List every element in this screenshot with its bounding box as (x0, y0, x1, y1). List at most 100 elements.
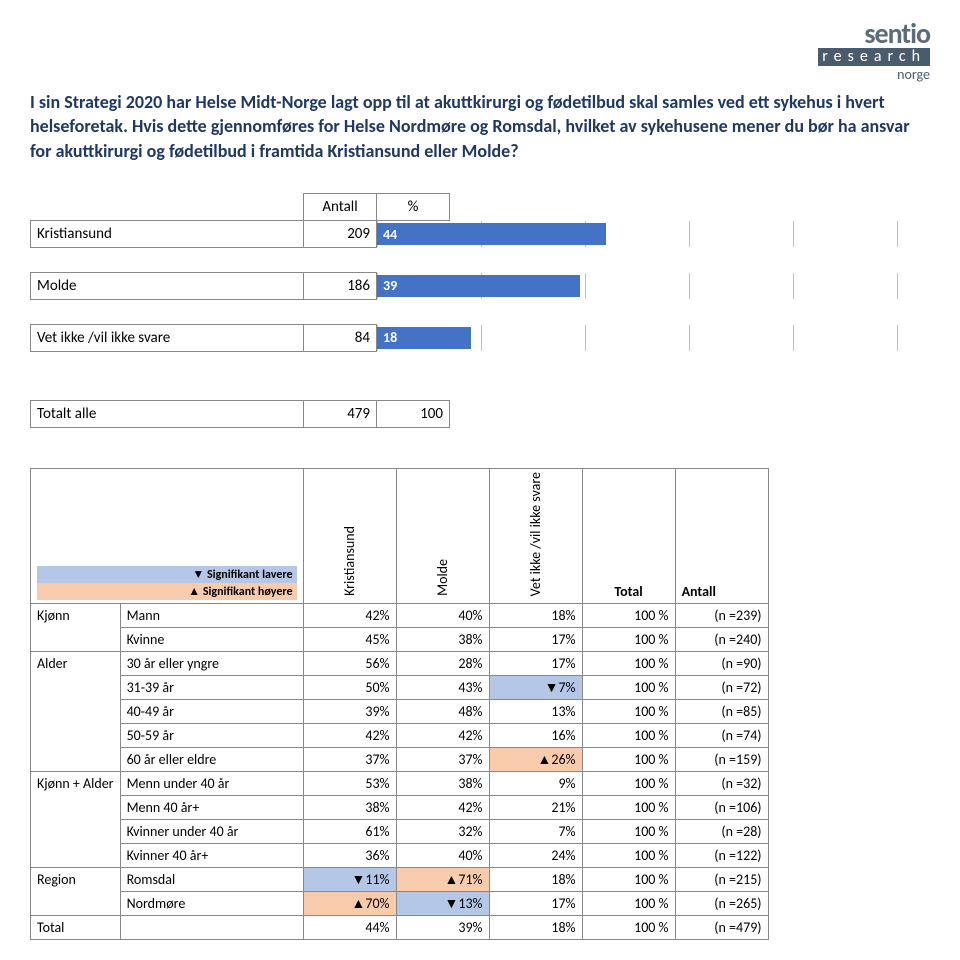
data-cell: 100 % (582, 868, 675, 892)
group-label: Region (31, 868, 121, 916)
sig-low-legend: ▼ Signifikant lavere (37, 566, 297, 583)
data-cell: ▲26% (489, 748, 582, 772)
data-cell: (n =85) (675, 700, 768, 724)
bar-fill: 18 (377, 327, 471, 349)
group-label: Kjønn + Alder (31, 772, 121, 868)
data-cell: 100 % (582, 820, 675, 844)
category-label: Nordmøre (120, 892, 303, 916)
bar-label: Molde (31, 272, 304, 299)
total-label: Totalt alle (31, 400, 304, 427)
data-cell: 18% (489, 604, 582, 628)
table-row: Kvinne45%38%17%100 %(n =240) (31, 628, 769, 652)
data-cell: 13% (489, 700, 582, 724)
category-label: 31-39 år (120, 676, 303, 700)
data-cell: 18% (489, 916, 582, 940)
data-cell: 100 % (582, 724, 675, 748)
bar-chart: Antall % Kristiansund20944 Molde18639 Vet … (30, 193, 930, 428)
category-label: Kvinner 40 år+ (120, 844, 303, 868)
category-label: Kvinne (120, 628, 303, 652)
bar-antall: 186 (304, 272, 377, 299)
logo-top: sentio (818, 20, 930, 48)
data-cell: (n =28) (675, 820, 768, 844)
data-cell: (n =479) (675, 916, 768, 940)
data-cell: 37% (396, 748, 489, 772)
data-cell: 100 % (582, 676, 675, 700)
category-label: Mann (120, 604, 303, 628)
category-label: Menn 40 år+ (120, 796, 303, 820)
data-cell: 36% (303, 844, 396, 868)
bar-label: Vet ikke /vil ikke svare (31, 324, 304, 351)
data-cell: (n =215) (675, 868, 768, 892)
sentio-logo: sentio research norge (818, 20, 930, 82)
data-cell: ▲70% (303, 892, 396, 916)
bar-antall: 209 (304, 220, 377, 247)
data-cell: 42% (303, 724, 396, 748)
data-cell: ▼7% (489, 676, 582, 700)
category-label: Kvinner under 40 år (120, 820, 303, 844)
data-cell: (n =90) (675, 652, 768, 676)
data-cell: 24% (489, 844, 582, 868)
table-row: 50-59 år42%42%16%100 %(n =74) (31, 724, 769, 748)
category-label: 30 år eller yngre (120, 652, 303, 676)
data-cell: 100 % (582, 796, 675, 820)
bar-cell: 44 (377, 220, 931, 247)
data-cell: (n =240) (675, 628, 768, 652)
bar-fill: 39 (377, 275, 580, 297)
sig-high-legend: ▲ Signifikant høyere (37, 583, 297, 600)
data-cell: (n =239) (675, 604, 768, 628)
data-cell: 9% (489, 772, 582, 796)
category-label: Menn under 40 år (120, 772, 303, 796)
data-cell: (n =72) (675, 676, 768, 700)
total-antall: 479 (304, 400, 377, 427)
data-cell: 28% (396, 652, 489, 676)
data-cell: 39% (303, 700, 396, 724)
data-cell: 7% (489, 820, 582, 844)
table-row: Kjønn + AlderMenn under 40 år53%38%9%100… (31, 772, 769, 796)
xtab-header-row: ▼ Signifikant lavere ▲ Signifikant høyer… (31, 468, 769, 603)
antall-header: Antall (304, 193, 377, 220)
data-cell: ▼11% (303, 868, 396, 892)
bar-cell: 39 (377, 272, 931, 299)
group-label: Total (31, 916, 121, 940)
table-row: Kvinner under 40 år61%32%7%100 %(n =28) (31, 820, 769, 844)
bar-label: Kristiansund (31, 220, 304, 247)
data-cell: 17% (489, 652, 582, 676)
table-row: Nordmøre▲70%▼13%17%100 %(n =265) (31, 892, 769, 916)
data-cell: 38% (396, 628, 489, 652)
logo-bot: norge (818, 68, 930, 82)
col-head-kristiansund: Kristiansund (303, 468, 396, 603)
category-label (120, 916, 303, 940)
logo-row: sentio research norge (30, 20, 930, 82)
table-row: KjønnMann42%40%18%100 %(n =239) (31, 604, 769, 628)
data-cell: 40% (396, 604, 489, 628)
data-cell: 32% (396, 820, 489, 844)
data-cell: 100 % (582, 748, 675, 772)
bar-total-row: Totalt alle 479 100 (31, 400, 931, 427)
data-cell: ▲71% (396, 868, 489, 892)
bar-row: Molde18639 (31, 272, 931, 299)
data-cell: 100 % (582, 844, 675, 868)
col-head-total: Total (582, 468, 675, 603)
data-cell: (n =74) (675, 724, 768, 748)
data-cell: 21% (489, 796, 582, 820)
data-cell: 100 % (582, 916, 675, 940)
group-label: Alder (31, 652, 121, 772)
data-cell: 100 % (582, 772, 675, 796)
category-label: 60 år eller eldre (120, 748, 303, 772)
data-cell: 53% (303, 772, 396, 796)
data-cell: 17% (489, 628, 582, 652)
data-cell: (n =32) (675, 772, 768, 796)
col-head-antall: Antall (675, 468, 768, 603)
crosstab: ▼ Signifikant lavere ▲ Signifikant høyer… (30, 468, 769, 940)
logo-mid: research (818, 48, 930, 66)
data-cell: 100 % (582, 700, 675, 724)
data-cell: 45% (303, 628, 396, 652)
bar-header-row: Antall % (31, 193, 931, 220)
data-cell: 56% (303, 652, 396, 676)
data-cell: 44% (303, 916, 396, 940)
bar-antall: 84 (304, 324, 377, 351)
col-head-molde: Molde (396, 468, 489, 603)
data-cell: 100 % (582, 892, 675, 916)
data-cell: 43% (396, 676, 489, 700)
group-label: Kjønn (31, 604, 121, 652)
